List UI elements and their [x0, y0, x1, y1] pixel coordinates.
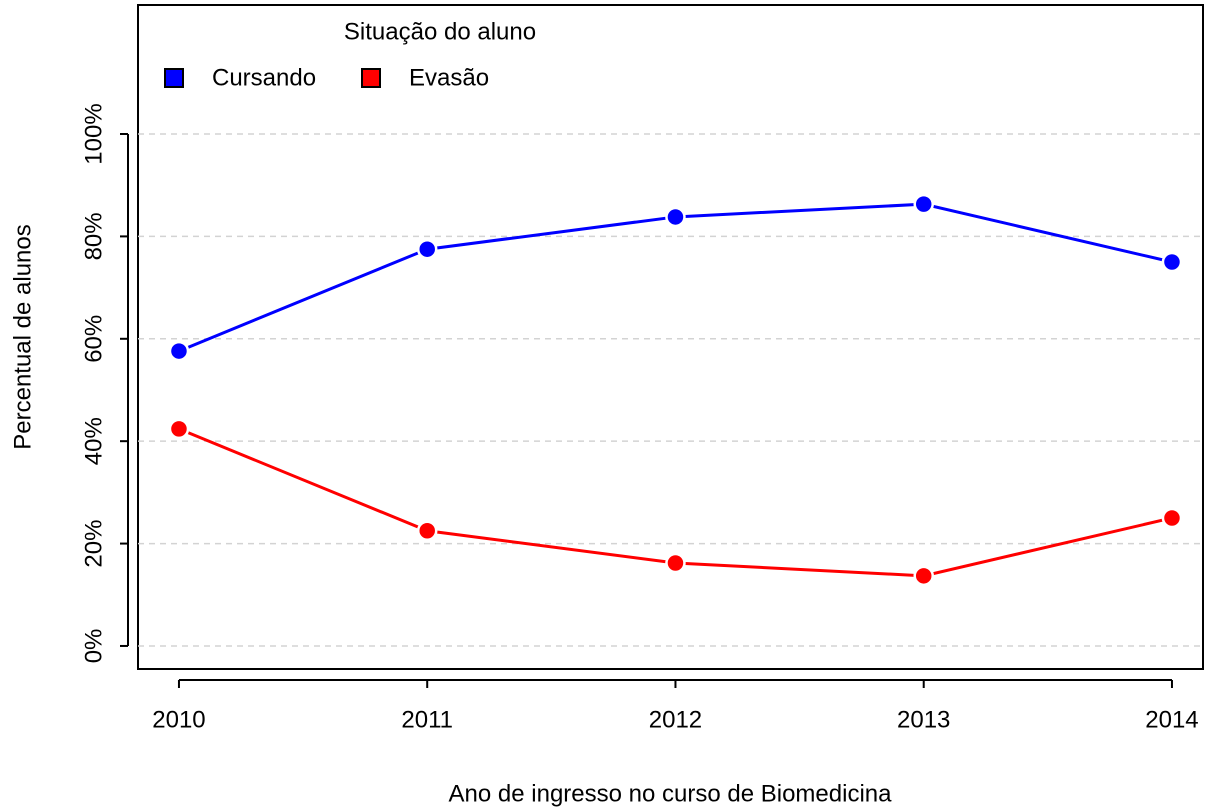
- x-tick-label: 2014: [1145, 706, 1198, 733]
- y-tick-label: 100%: [80, 103, 107, 164]
- data-point: [168, 418, 190, 440]
- data-point: [168, 340, 190, 362]
- legend-swatch: [164, 68, 184, 88]
- y-tick-label: 60%: [80, 315, 107, 363]
- x-tick-label: 2010: [152, 706, 205, 733]
- plot-frame: [137, 4, 1204, 670]
- data-point: [1161, 251, 1183, 273]
- y-tick-label: 0%: [80, 629, 107, 664]
- y-tick-label: 20%: [80, 520, 107, 568]
- x-axis-label: Ano de ingresso no curso de Biomedicina: [449, 780, 893, 807]
- data-point: [913, 565, 934, 587]
- x-tick-label: 2012: [649, 706, 702, 733]
- data-point: [1161, 507, 1183, 529]
- x-tick-label: 2011: [401, 706, 453, 733]
- data-point: [665, 552, 686, 574]
- y-tick-label: 40%: [80, 417, 107, 465]
- legend-label: Evasão: [409, 64, 489, 91]
- data-point: [913, 193, 934, 215]
- data-point: [416, 520, 438, 542]
- legend-swatch: [361, 68, 381, 88]
- data-point: [665, 206, 686, 228]
- data-point: [416, 238, 438, 260]
- legend-label: Cursando: [212, 64, 316, 91]
- y-tick-label: 80%: [80, 212, 107, 260]
- legend-title: Situação do aluno: [344, 18, 536, 45]
- y-axis-label: Percentual de alunos: [9, 224, 36, 450]
- x-tick-label: 2013: [897, 706, 950, 733]
